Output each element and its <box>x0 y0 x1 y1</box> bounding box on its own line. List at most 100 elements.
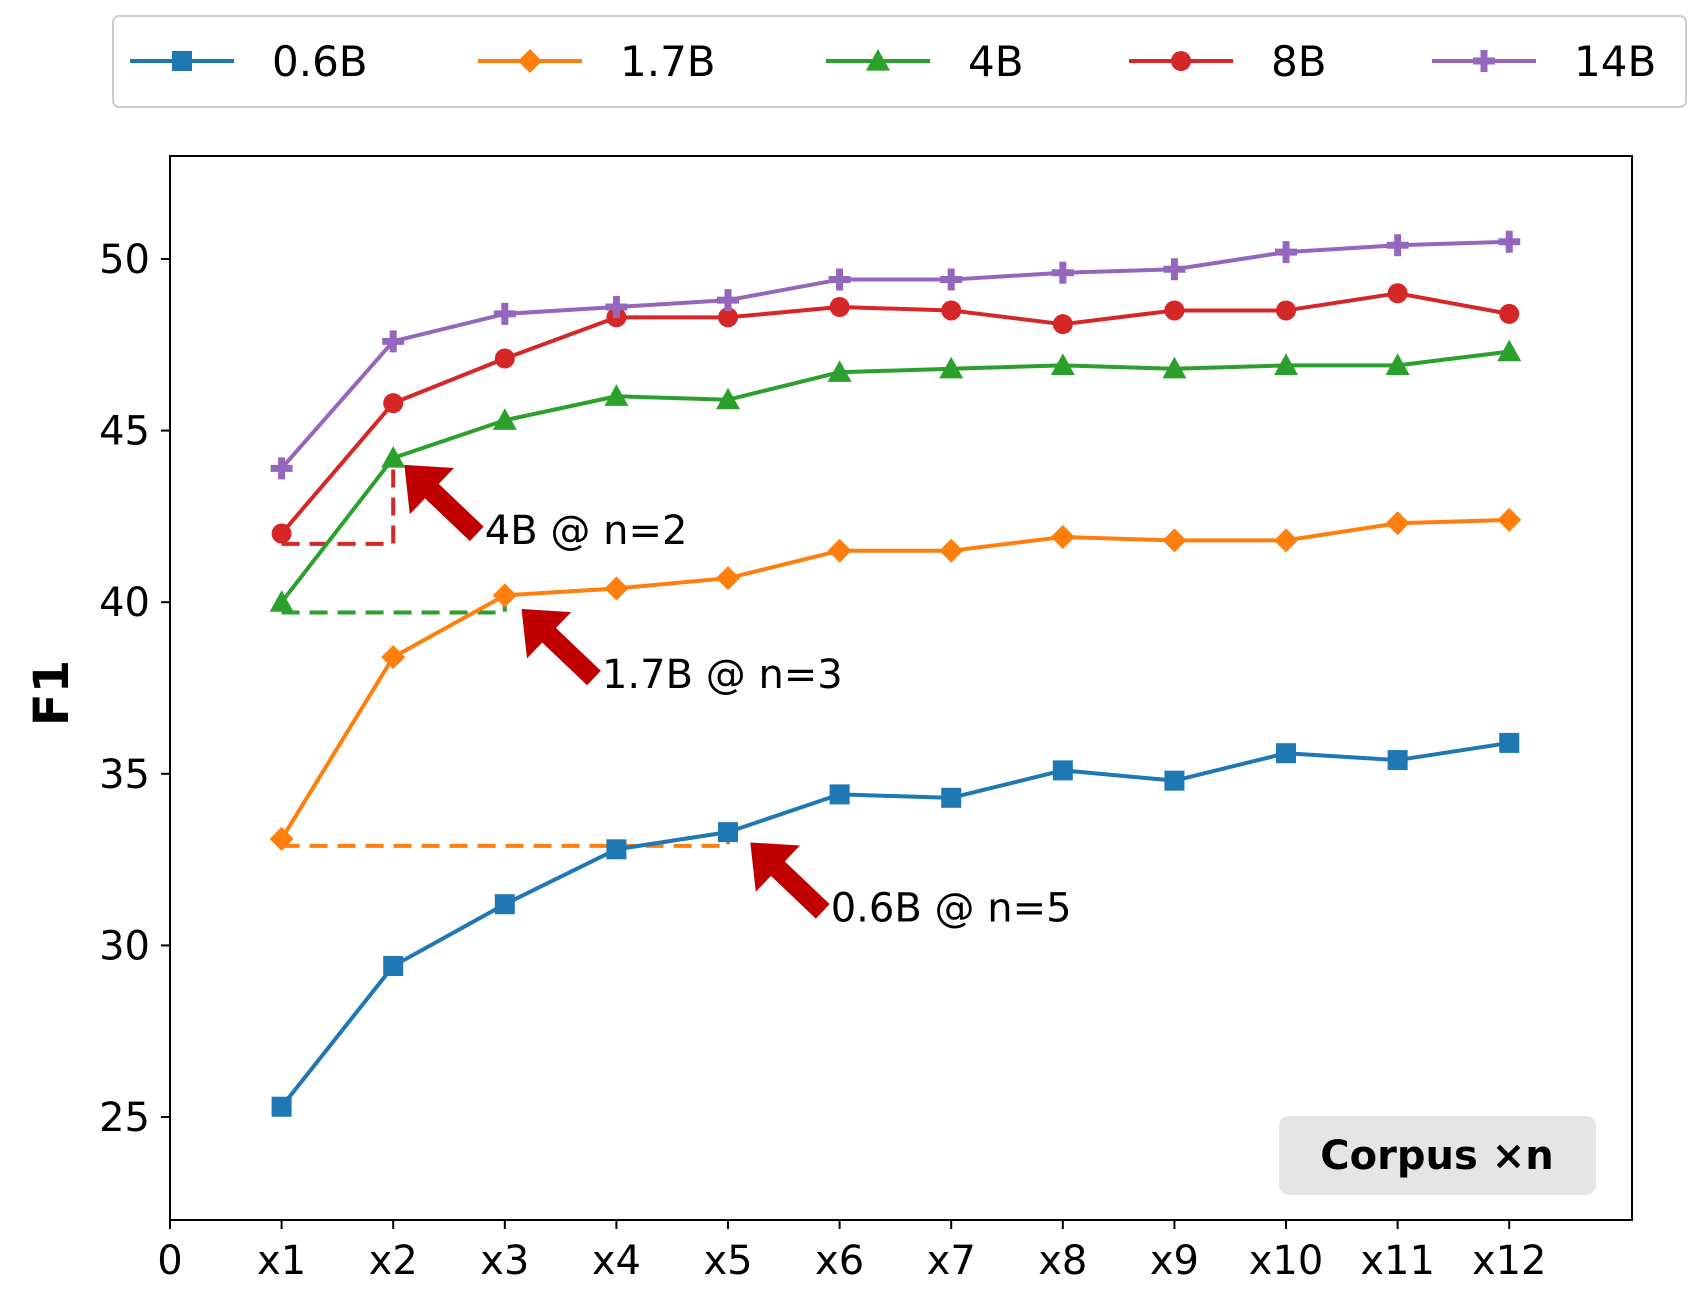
data-point-14B-7 <box>940 268 963 291</box>
x-tick-label: x2 <box>369 1238 418 1284</box>
data-point-0.6B-8 <box>1052 760 1073 781</box>
corner-label-background <box>1279 1116 1596 1195</box>
x-tick-label: 0 <box>157 1238 182 1284</box>
data-point-4B-11 <box>1385 353 1410 375</box>
data-point-1.7B-4 <box>604 576 629 601</box>
data-point-4B-5 <box>716 387 741 410</box>
data-point-0.6B-6 <box>829 784 850 805</box>
x-tick-label: x7 <box>927 1238 976 1284</box>
x-tick-label: x12 <box>1472 1238 1547 1284</box>
data-point-14B-6 <box>828 268 851 291</box>
y-tick-label: 35 <box>99 752 150 798</box>
data-point-8B-3 <box>494 348 515 369</box>
series-line-8B <box>280 291 1510 535</box>
data-point-4B-9 <box>1162 356 1187 379</box>
data-point-8B-2 <box>383 393 404 414</box>
x-tick-label: x8 <box>1038 1238 1087 1284</box>
legend-label-0.6B: 0.6B <box>272 37 368 86</box>
annotation-label-0: 4B @ n=2 <box>485 508 688 554</box>
data-point-1.7B-1 <box>269 827 294 852</box>
series-line-0.6B <box>280 740 1510 1108</box>
legend-marker-1.7B <box>518 49 542 73</box>
data-point-4B-2 <box>381 446 406 468</box>
data-point-0.6B-11 <box>1387 750 1408 771</box>
data-point-0.6B-9 <box>1164 770 1185 791</box>
annotation-arrow-0 <box>404 464 484 542</box>
legend-item-8B: 8B <box>1129 37 1327 86</box>
legend-label-14B: 14B <box>1574 37 1656 86</box>
y-tick-label: 40 <box>99 580 150 626</box>
legend-label-8B: 8B <box>1271 37 1327 86</box>
data-point-8B-7 <box>941 300 962 321</box>
x-tick-label: x3 <box>480 1238 529 1284</box>
data-point-14B-3 <box>493 302 516 325</box>
data-point-4B-1 <box>269 590 294 612</box>
data-point-0.6B-7 <box>941 787 962 808</box>
legend-marker-4B <box>866 49 890 71</box>
plot-area <box>169 155 1633 1221</box>
x-tick-label: x1 <box>257 1238 306 1284</box>
y-tick-label: 25 <box>99 1095 150 1141</box>
x-tick-label: x6 <box>815 1238 864 1284</box>
data-point-0.6B-1 <box>271 1096 292 1117</box>
data-point-14B-8 <box>1051 261 1074 284</box>
data-point-14B-10 <box>1275 241 1298 264</box>
data-point-4B-6 <box>827 360 852 382</box>
data-point-14B-12 <box>1498 230 1521 253</box>
reference-dashed-line-0 <box>281 458 396 546</box>
data-point-8B-10 <box>1276 300 1297 321</box>
data-point-4B-7 <box>939 356 964 379</box>
data-point-8B-12 <box>1499 303 1520 324</box>
data-point-8B-1 <box>271 523 292 544</box>
x-tick-label: x4 <box>592 1238 641 1284</box>
x-tick-label: x5 <box>703 1238 752 1284</box>
data-point-0.6B-2 <box>383 956 404 977</box>
data-point-1.7B-5 <box>716 566 741 591</box>
data-point-8B-9 <box>1164 300 1185 321</box>
y-axis-label: F1 <box>24 660 80 726</box>
data-point-1.7B-8 <box>1050 524 1075 549</box>
y-tick-label: 50 <box>99 237 150 283</box>
annotation-arrow-1 <box>521 609 601 686</box>
data-point-1.7B-10 <box>1274 528 1299 553</box>
data-point-4B-12 <box>1497 339 1522 362</box>
series-line-1.7B <box>279 517 1510 841</box>
series-line-14B <box>280 239 1510 470</box>
y-tick-label: 45 <box>99 409 150 455</box>
data-point-1.7B-9 <box>1162 528 1187 553</box>
legend-marker-0.6B <box>172 51 192 71</box>
data-point-1.7B-3 <box>492 583 517 608</box>
data-point-4B-10 <box>1274 353 1299 375</box>
data-point-14B-11 <box>1386 234 1409 257</box>
data-point-0.6B-3 <box>494 894 515 915</box>
data-point-4B-8 <box>1050 353 1075 375</box>
data-point-4B-3 <box>492 408 517 430</box>
x-tick-label: x10 <box>1249 1238 1324 1284</box>
data-point-4B-4 <box>604 384 629 406</box>
series-line-4B <box>280 349 1510 604</box>
annotation-label-1: 1.7B @ n=3 <box>602 652 843 698</box>
data-point-0.6B-5 <box>718 822 739 843</box>
data-point-14B-9 <box>1163 258 1186 281</box>
annotation-label-2: 0.6B @ n=5 <box>831 885 1072 931</box>
x-tick-label: x9 <box>1150 1238 1199 1284</box>
data-point-8B-8 <box>1052 314 1073 335</box>
legend-item-0.6B: 0.6B <box>130 37 368 86</box>
y-tick-label: 30 <box>99 923 150 969</box>
data-point-8B-11 <box>1387 283 1408 304</box>
data-point-14B-5 <box>717 289 740 312</box>
corner-label-box: Corpus ×n <box>1279 1116 1596 1195</box>
legend-item-4B: 4B <box>826 37 1024 86</box>
legend-label-4B: 4B <box>968 37 1024 86</box>
corner-label: Corpus ×n <box>1320 1133 1553 1179</box>
annotation-arrow-2 <box>750 842 830 919</box>
data-point-8B-6 <box>829 297 850 318</box>
data-point-1.7B-11 <box>1385 511 1410 536</box>
data-point-0.6B-4 <box>606 839 627 860</box>
data-point-1.7B-2 <box>381 645 406 670</box>
data-point-1.7B-7 <box>939 538 964 563</box>
data-point-1.7B-6 <box>827 538 852 563</box>
data-point-0.6B-10 <box>1276 743 1297 764</box>
data-point-14B-1 <box>270 457 293 480</box>
